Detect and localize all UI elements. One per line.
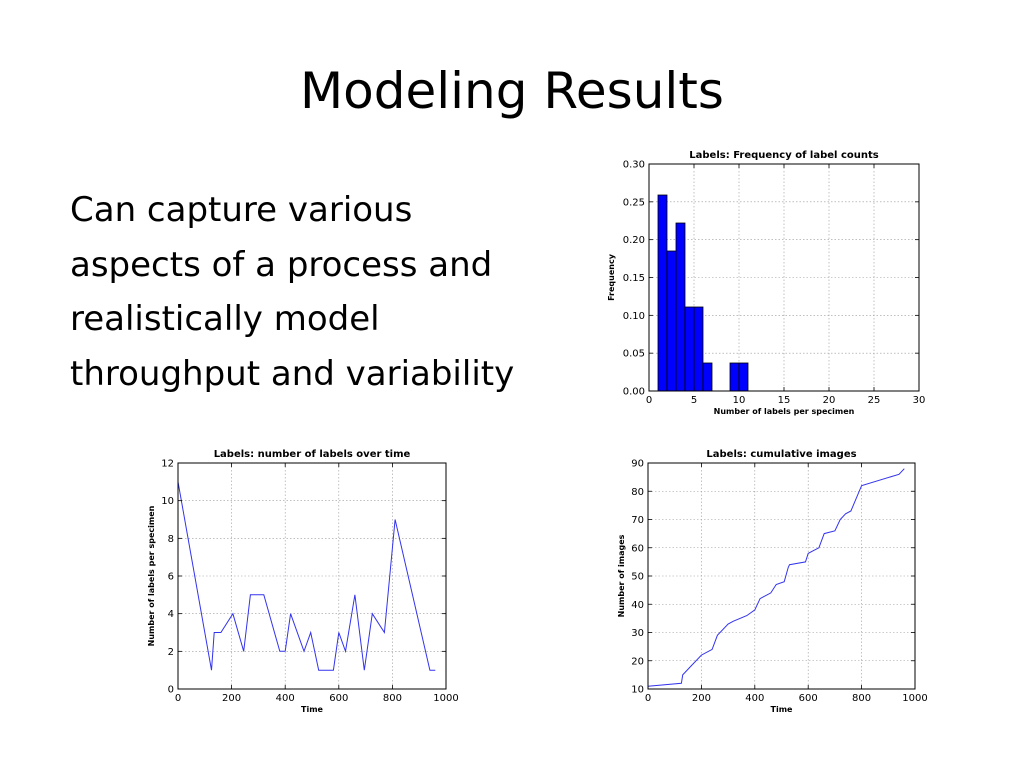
x-tick-label: 1000 (433, 693, 458, 704)
y-tick-label: 2 (168, 647, 174, 658)
slide-title: Modeling Results (300, 62, 724, 120)
y-tick-label: 90 (631, 459, 644, 470)
body-line: throughput and variability (70, 353, 515, 394)
x-tick-label: 600 (799, 693, 818, 704)
x-tick-label: 600 (329, 693, 348, 704)
y-tick-label: 60 (631, 543, 644, 554)
labels-over-time-chart: 0 200 400 600 800 1000 0 2 4 6 8 10 12 Labels: number… (147, 449, 459, 714)
y-tick-label: 30 (631, 628, 644, 639)
y-tick-label: 0.05 (623, 349, 645, 360)
x-tick-label: 200 (692, 693, 711, 704)
histogram-bar (729, 362, 740, 392)
y-axis-label: Frequency (607, 253, 616, 301)
y-tick-label: 0.20 (623, 235, 645, 246)
x-tick-label: 10 (733, 395, 746, 406)
body-line: realistically model (70, 299, 380, 339)
x-tick-label: 1000 (902, 693, 927, 704)
x-tick-label: 800 (383, 693, 402, 704)
body-line: aspects of a process and (70, 244, 493, 285)
x-axis-label: Number of labels per specimen (714, 407, 855, 416)
y-tick-label: 0.00 (623, 387, 645, 398)
body-line: Can capture various (70, 190, 413, 230)
x-tick-label: 5 (691, 395, 697, 406)
x-axis-label: Time (301, 705, 324, 714)
x-axis-label: Time (771, 705, 794, 714)
y-tick-label: 8 (168, 534, 174, 545)
x-tick-label: 0 (646, 395, 652, 406)
y-axis-label: Number of labels per specimen (147, 505, 156, 646)
y-tick-label: 70 (631, 515, 644, 526)
histogram-bar (657, 194, 668, 392)
y-tick-label: 0 (168, 685, 174, 696)
body-text: Can capture various aspects of a process… (70, 183, 590, 401)
y-axis-label: Number of images (617, 534, 626, 617)
x-tick-label: 400 (745, 693, 764, 704)
chart-title: Labels: cumulative images (706, 449, 856, 460)
histogram-bar (675, 222, 686, 392)
y-tick-label: 4 (168, 609, 174, 620)
histogram-bar (684, 306, 695, 392)
y-tick-label: 10 (161, 496, 174, 507)
x-tick-label: 20 (823, 395, 836, 406)
y-tick-label: 0.30 (623, 160, 645, 171)
histogram-bar (702, 362, 713, 392)
y-tick-label: 0.15 (623, 273, 645, 284)
histogram-bar (738, 362, 749, 392)
series-line (177, 481, 436, 671)
histogram-bar (693, 306, 704, 392)
y-tick-label: 40 (631, 600, 644, 611)
cumulative-images-chart: 0 200 400 600 800 1000 10 20 30 40 50 60 70 80 90 Label… (617, 449, 928, 714)
x-tick-label: 400 (276, 693, 295, 704)
y-tick-label: 80 (631, 487, 644, 498)
x-tick-label: 200 (222, 693, 241, 704)
y-tick-label: 12 (161, 459, 174, 470)
y-tick-label: 20 (631, 656, 644, 667)
x-tick-label: 0 (175, 693, 181, 704)
chart-title: Labels: Frequency of label counts (689, 150, 878, 161)
histogram-bar (666, 250, 677, 392)
x-tick-label: 0 (645, 693, 651, 704)
y-tick-label: 0.10 (623, 311, 645, 322)
x-tick-label: 800 (852, 693, 871, 704)
series-line (647, 468, 905, 687)
histogram-chart: 0 5 10 15 20 25 30 0.00 0.05 0.10 0.15 0.20 0.25 0.30… (607, 150, 926, 416)
chart-title: Labels: number of labels over time (214, 449, 411, 460)
y-tick-label: 0.25 (623, 197, 645, 208)
y-tick-label: 10 (631, 685, 644, 696)
x-tick-label: 30 (913, 395, 926, 406)
x-tick-label: 25 (868, 395, 881, 406)
x-tick-label: 15 (778, 395, 791, 406)
y-tick-label: 6 (168, 572, 174, 583)
y-tick-label: 50 (631, 572, 644, 583)
